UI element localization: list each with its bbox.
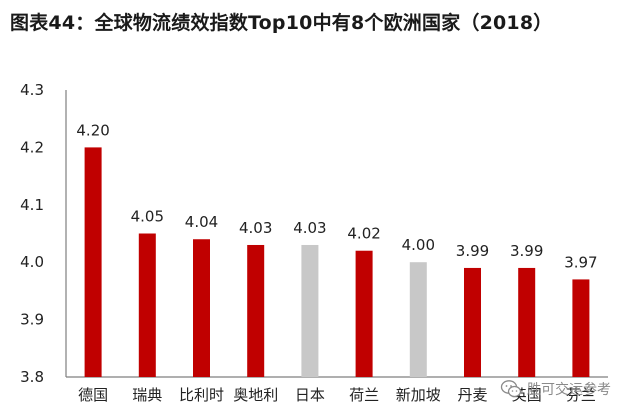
x-tick-label: 瑞典 <box>132 386 162 404</box>
y-tick-labels: 3.8 3.9 4.0 4.1 4.2 4.3 <box>20 81 44 386</box>
bar <box>464 267 481 377</box>
x-tick-label: 新加坡 <box>396 386 441 404</box>
y-tick-label: 3.8 <box>20 368 44 386</box>
data-label: 4.00 <box>402 236 435 254</box>
data-label: 4.05 <box>131 208 164 226</box>
data-label: 4.20 <box>76 121 109 139</box>
data-labels: 4.20 4.05 4.04 4.03 4.03 4.02 4.00 3.99 3.99 3.97 <box>76 121 597 271</box>
data-label: 4.03 <box>239 219 272 237</box>
y-tick-label: 4.1 <box>20 196 44 214</box>
data-label: 3.97 <box>564 253 597 271</box>
bar-series <box>84 147 590 377</box>
x-tick-labels: 德国 瑞典 比利时 奥地利 日本 荷兰 新加坡 丹麦 英国 芬兰 <box>78 386 596 404</box>
x-tick-label: 比利时 <box>179 386 224 404</box>
wechat-icon <box>500 380 522 398</box>
data-label: 3.99 <box>456 242 489 260</box>
x-tick-label: 荷兰 <box>349 386 379 404</box>
bar <box>355 250 373 377</box>
y-tick-label: 4.0 <box>20 253 44 271</box>
watermark-text: 胜可交运参考 <box>527 382 611 398</box>
x-tick-label: 奥地利 <box>233 386 278 404</box>
data-label: 4.03 <box>293 219 326 237</box>
bar <box>572 279 590 377</box>
bar <box>301 244 319 377</box>
bar <box>409 262 427 377</box>
x-tick-label: 日本 <box>295 386 325 404</box>
bar <box>247 244 265 377</box>
y-tick-label: 3.9 <box>20 311 44 329</box>
watermark: 胜可交运参考 <box>500 378 611 400</box>
bar <box>84 147 102 377</box>
bar <box>193 239 210 377</box>
y-tick-label: 4.2 <box>20 138 44 156</box>
bar <box>518 267 536 377</box>
data-label: 4.02 <box>347 225 380 243</box>
data-label: 3.99 <box>510 242 543 260</box>
chart-title: 图表44：全球物流绩效指数Top10中有8个欧洲国家（2018） <box>10 12 553 34</box>
y-tick-label: 4.3 <box>20 81 44 99</box>
x-tick-label: 芬兰 <box>566 386 596 404</box>
data-label: 4.04 <box>185 213 218 231</box>
x-tick-label: 德国 <box>78 386 108 404</box>
bar <box>138 233 156 377</box>
x-tick-label: 丹麦 <box>457 386 487 404</box>
